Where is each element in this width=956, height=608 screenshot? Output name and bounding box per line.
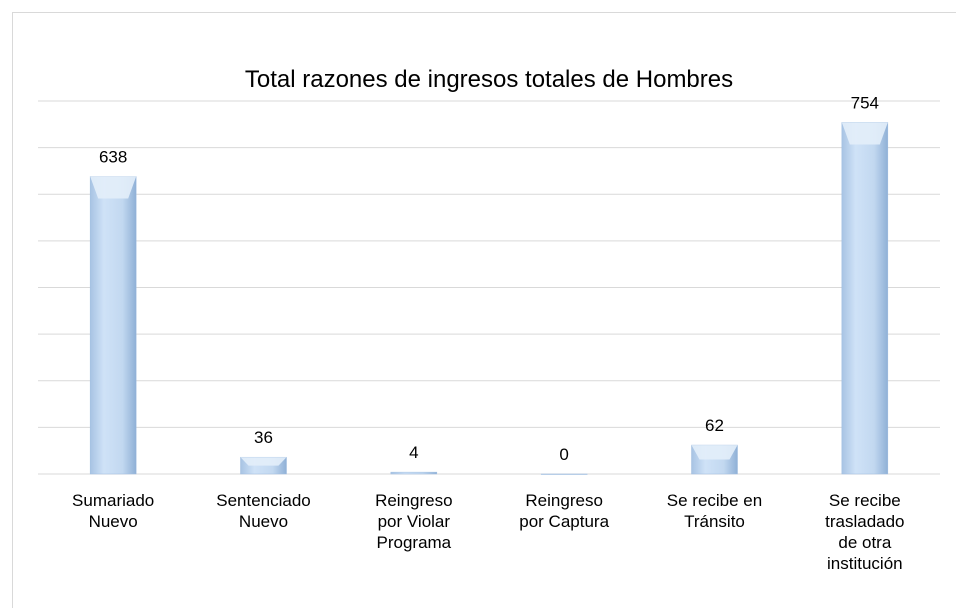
- x-tick-label: Se recibe en Tránsito: [666, 491, 763, 531]
- bar: [841, 122, 889, 475]
- bar-bevel: [240, 457, 287, 466]
- chart-border: [12, 12, 956, 608]
- data-label: 0: [559, 445, 568, 464]
- data-label: 62: [705, 416, 724, 435]
- x-tick-label: Sumariado Nuevo: [72, 491, 155, 531]
- x-tick-label: Se recibe trasladado de otra institución: [825, 491, 905, 573]
- bar: [540, 473, 588, 475]
- x-tick-label: Sentenciado Nuevo: [216, 491, 311, 531]
- data-label: 754: [851, 93, 879, 112]
- bar: [390, 471, 438, 475]
- data-label: 36: [254, 428, 273, 447]
- bar-bevel: [691, 445, 738, 460]
- chart-title: Total razones de ingresos totales de Hom…: [245, 66, 733, 93]
- data-label: 638: [99, 148, 127, 167]
- bar-bevel: [841, 122, 888, 145]
- bar-bevel: [90, 176, 137, 199]
- data-label: 4: [409, 443, 418, 462]
- x-tick-label: Reingreso por Violar Programa: [375, 491, 453, 552]
- bar: [89, 176, 137, 475]
- x-tick-label: Reingreso por Captura: [519, 491, 610, 531]
